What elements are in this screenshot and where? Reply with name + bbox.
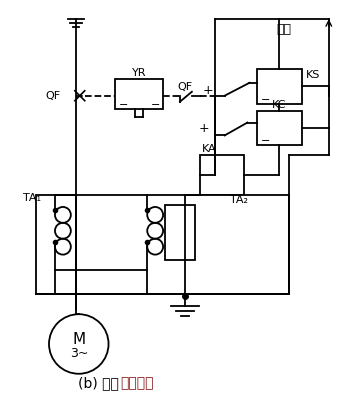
Text: +: + — [202, 84, 213, 97]
Text: KC: KC — [272, 100, 287, 110]
Text: QF: QF — [177, 82, 193, 92]
Text: TA₁: TA₁ — [23, 193, 41, 203]
Text: KA: KA — [202, 144, 216, 154]
Text: −: − — [260, 137, 270, 146]
Text: YR: YR — [132, 68, 146, 78]
Text: 3~: 3~ — [70, 347, 88, 361]
Bar — [36, 195, 289, 295]
Text: 信号: 信号 — [277, 23, 292, 36]
Text: −: − — [260, 95, 270, 105]
Text: M: M — [72, 332, 85, 347]
Bar — [257, 111, 302, 145]
Text: (b) 两相: (b) 两相 — [77, 377, 119, 391]
Text: TA₂: TA₂ — [230, 195, 247, 205]
Bar — [257, 69, 302, 103]
Text: −: − — [150, 100, 160, 110]
Text: +: + — [199, 122, 210, 135]
Text: −: − — [119, 100, 128, 110]
Text: KS: KS — [306, 70, 320, 80]
Bar — [200, 155, 244, 195]
Text: QF: QF — [45, 91, 61, 101]
Bar — [115, 79, 163, 109]
Bar — [165, 205, 195, 259]
Text: 电流差式: 电流差式 — [120, 377, 154, 391]
